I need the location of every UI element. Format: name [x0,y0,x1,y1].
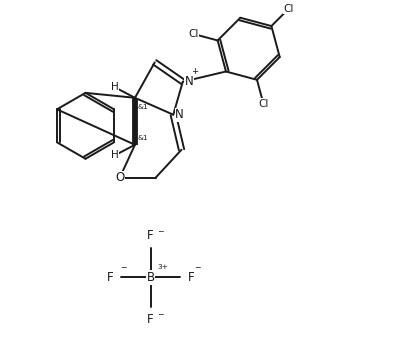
Text: O: O [115,171,124,184]
Text: &1: &1 [137,104,148,110]
Text: F: F [147,313,154,326]
Text: F: F [107,271,114,284]
Text: −: − [194,263,201,272]
Text: −: − [157,310,164,319]
Text: N: N [185,75,194,88]
Text: H: H [111,150,119,161]
Text: F: F [147,229,154,241]
Text: 3+: 3+ [158,264,169,270]
Text: &1: &1 [137,136,148,142]
Text: N: N [175,108,184,121]
Text: Cl: Cl [188,29,199,39]
Text: H: H [111,82,119,92]
Text: Cl: Cl [284,4,294,13]
Text: B: B [147,271,155,284]
Text: F: F [188,271,194,284]
Text: −: − [157,227,164,236]
Text: −: − [120,263,127,272]
Text: +: + [190,67,198,76]
Text: Cl: Cl [258,99,268,109]
